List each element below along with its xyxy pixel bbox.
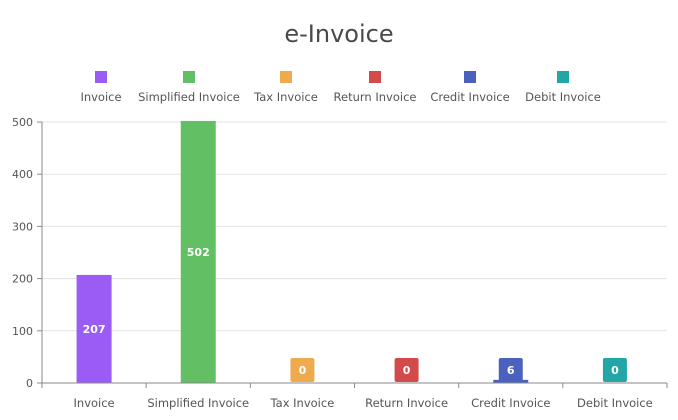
legend-swatch[interactable] [95,71,107,83]
x-tick-label: Simplified Invoice [147,396,249,410]
legend-label[interactable]: Debit Invoice [525,90,601,104]
data-label-box [394,358,419,382]
y-tick-label: 200 [12,273,33,286]
legend-label[interactable]: Return Invoice [334,90,417,104]
data-label: 502 [187,246,210,259]
y-tick-label: 500 [12,116,33,129]
y-tick-label: 100 [12,325,33,338]
x-axis: Invoice Simplified Invoice Tax Invoice Retu… [41,382,668,410]
legend-label[interactable]: Credit Invoice [430,90,509,104]
y-tick-label: 300 [12,220,33,233]
data-label: 207 [83,323,106,336]
legend-label[interactable]: Simplified Invoice [138,90,240,104]
data-label: 0 [299,364,307,377]
grid [42,121,667,332]
legend-swatch[interactable] [369,71,381,83]
x-tick-label: Invoice [74,396,115,410]
legend-swatch[interactable] [464,71,476,83]
data-label-box [77,316,112,341]
y-axis: 0 100 200 300 400 500 [12,116,43,390]
legend-swatch[interactable] [280,71,292,83]
data-label: 0 [611,364,619,377]
data-labels: 207 502 0 0 6 0 [77,239,627,382]
x-tick-label: Return Invoice [365,396,448,410]
data-label-box [498,358,523,382]
legend-swatch[interactable] [557,71,569,83]
bars [76,120,529,384]
x-tick-label: Tax Invoice [270,396,335,410]
legend-label[interactable]: Invoice [80,90,121,104]
legend: Invoice Simplified Invoice Tax Invoice Retu… [80,71,601,104]
data-label-box [602,358,627,382]
y-tick-label: 0 [26,377,33,390]
x-tick-label: Credit Invoice [471,396,550,410]
chart-title: e-Invoice [284,20,393,48]
data-label: 6 [507,364,515,377]
legend-swatch[interactable] [183,71,195,83]
legend-label[interactable]: Tax Invoice [253,90,318,104]
x-tick-label: Debit Invoice [577,396,653,410]
data-label: 0 [403,364,411,377]
data-label-box [290,358,315,382]
data-label-box [181,239,216,264]
y-tick-label: 400 [12,168,33,181]
